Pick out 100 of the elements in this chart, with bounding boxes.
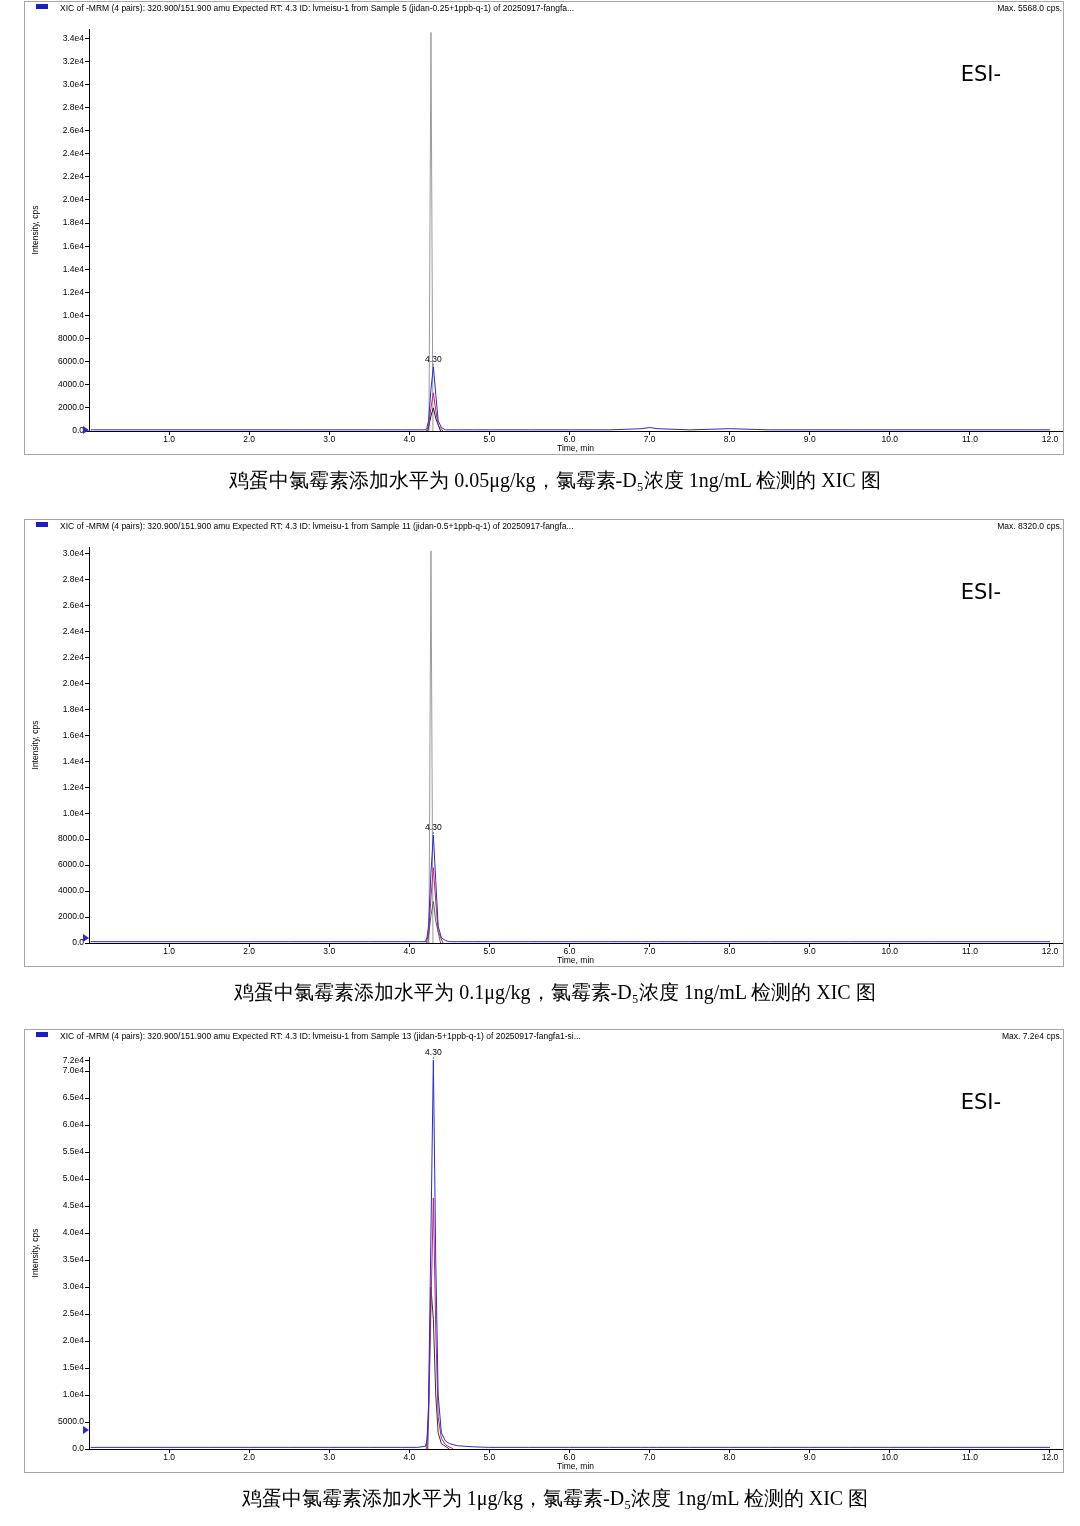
x-tick-label: 4.0 <box>403 946 416 957</box>
x-tick-label: 11.0 <box>961 946 979 957</box>
x-tick-label: 4.0 <box>403 434 416 445</box>
x-tick-label: 5.0 <box>483 434 496 445</box>
annotation: 4.30 <box>425 821 442 832</box>
y-tick-label: 4000.0 <box>58 379 85 390</box>
y-tick-label: 8000.0 <box>58 833 85 844</box>
y-tick-label: 6000.0 <box>58 356 85 367</box>
x-tick-label: 3.0 <box>323 1452 336 1463</box>
y-tick-label: 2.8e4 <box>62 573 85 584</box>
x-tick-label: 6.0 <box>563 1452 576 1463</box>
chart-subtitle: Max. 5568.0 cps. <box>997 3 1062 13</box>
x-tick-label: 1.0 <box>163 946 176 957</box>
x-tick-label: 7.0 <box>643 946 656 957</box>
x-tick-label: 5.0 <box>483 1452 496 1463</box>
text: 4.30 <box>425 1047 442 1058</box>
y-axis-title: Intensity, cps <box>30 720 41 770</box>
x-tick-label: 11.0 <box>961 1452 979 1463</box>
y-tick-label: 4.0e4 <box>62 1227 85 1238</box>
y-tick-label: 1.2e4 <box>62 781 85 792</box>
y-tick-label: 0.0 <box>72 1443 85 1454</box>
y-tick-label: 0.0 <box>72 937 85 948</box>
y-tick-label: 2.2e4 <box>62 171 85 182</box>
x-tick-label: 6.0 <box>563 946 576 957</box>
y-tick-label: 2.0e4 <box>62 194 85 205</box>
x-tick-label: 6.0 <box>563 434 576 445</box>
y-tick-label: 3.0e4 <box>62 547 85 558</box>
y-tick-label: 2.5e4 <box>62 1308 85 1319</box>
y-tick-label: 6.5e4 <box>62 1092 85 1103</box>
y-tick-label: 1.4e4 <box>62 263 85 274</box>
y-tick-label: 4.5e4 <box>62 1200 85 1211</box>
x-tick-label: 1.0 <box>163 434 176 445</box>
x-tick-label: 10.0 <box>881 1452 899 1463</box>
x-tick-label: 11.0 <box>961 434 979 445</box>
y-axis-title: Intensity, cps <box>30 205 41 255</box>
x-tick-label: 7.0 <box>643 1452 656 1463</box>
y-tick-label: 1.2e4 <box>62 286 85 297</box>
x-tick-label: 1.0 <box>163 1452 176 1463</box>
annotation: ESI- <box>960 62 1001 86</box>
x-tick-label: 9.0 <box>803 946 816 957</box>
x-tick-label: 8.0 <box>723 946 736 957</box>
chart-title: XIC of -MRM (4 pairs): 320.900/151.900 amu Expected RT: 4.3 ID: lvmeisu-1 from Sample 5 (jidan-0.25+1ppb-q-1) of 20250917-fangfa... <box>60 3 575 13</box>
y-tick-label: 1.6e4 <box>62 240 85 251</box>
y-tick-label: 2000.0 <box>58 402 85 413</box>
x-tick-label: 3.0 <box>323 434 336 445</box>
y-tick-label: 3.0e4 <box>62 78 85 89</box>
y-tick-label: 5.0e4 <box>62 1173 85 1184</box>
y-tick-label: 2.0e4 <box>62 1335 85 1346</box>
chart-subtitle: Max. 8320.0 cps. <box>997 521 1062 531</box>
y-tick-label: 4000.0 <box>58 885 85 896</box>
annotation: ESI- <box>960 1090 1001 1114</box>
x-axis-title: Time, min <box>557 443 595 454</box>
y-tick-label: 3.5e4 <box>62 1254 85 1265</box>
y-tick-label: 2.6e4 <box>62 125 85 135</box>
x-tick-label: 2.0 <box>243 434 256 445</box>
x-tick-label: 8.0 <box>723 1452 736 1463</box>
y-tick-label: 1.4e4 <box>62 755 85 766</box>
x-tick-label: 12.0 <box>1041 946 1059 957</box>
x-tick-label: 5.0 <box>483 946 496 957</box>
annotation: ESI- <box>960 580 1001 604</box>
y-tick-label: 2000.0 <box>58 911 85 922</box>
y-tick-label: 2.2e4 <box>62 651 85 662</box>
y-tick-label: 2.4e4 <box>62 148 85 159</box>
y-tick-label: 1.0e4 <box>62 309 85 320</box>
y-tick-label: 2.6e4 <box>62 599 85 610</box>
x-tick-label: 10.0 <box>881 434 899 445</box>
x-tick-label: 12.0 <box>1041 1452 1059 1463</box>
y-tick-label: 1.8e4 <box>62 217 85 228</box>
x-tick-label: 7.0 <box>643 434 656 445</box>
y-tick-label: 8000.0 <box>58 332 85 343</box>
y-tick-label: 1.5e4 <box>62 1362 85 1373</box>
x-tick-label: 2.0 <box>243 946 256 957</box>
y-tick-label: 3.0e4 <box>62 1281 85 1292</box>
y-tick-label: 6000.0 <box>58 859 85 870</box>
text: 鸡蛋中氯霉素添加水平为 0.05μg/kg，氯霉素-D₅浓度 1ng/mL 检测的 XIC 图 <box>228 468 882 492</box>
text: 鸡蛋中氯霉素添加水平为 0.1μg/kg，氯霉素-D₅浓度 1ng/mL 检测的 XIC 图 <box>233 980 877 1004</box>
y-tick-label: 5.5e4 <box>62 1146 85 1157</box>
x-axis-title: Time, min <box>557 1461 595 1472</box>
y-tick-label: 1.0e4 <box>62 1389 85 1400</box>
y-tick-label: 2.4e4 <box>62 625 85 636</box>
y-tick-label: 2.8e4 <box>62 101 85 112</box>
x-tick-label: 9.0 <box>803 1452 816 1463</box>
y-tick-label: 2.0e4 <box>62 677 85 688</box>
x-tick-label: 2.0 <box>243 1452 256 1463</box>
text: 鸡蛋中氯霉素添加水平为 1μg/kg，氯霉素-D₅浓度 1ng/mL 检测的 XIC 图 <box>240 1486 870 1510</box>
y-tick-label: 6.0e4 <box>62 1119 85 1130</box>
chart-title: XIC of -MRM (4 pairs): 320.900/151.900 amu Expected RT: 4.3 ID: lvmeisu-1 from Sample 13 (jidan-5+1ppb-q-1) of 20250917-fangfa1-si... <box>60 1031 581 1041</box>
x-tick-label: 3.0 <box>323 946 336 957</box>
y-tick-label: 1.8e4 <box>62 703 85 714</box>
x-tick-label: 8.0 <box>723 434 736 445</box>
x-tick-label: 9.0 <box>803 434 816 445</box>
x-axis-title: Time, min <box>557 955 595 966</box>
y-tick-label: 1.0e4 <box>62 807 85 818</box>
y-tick-label: 7.2e4 <box>62 1054 85 1065</box>
y-tick-label: 3.2e4 <box>62 55 85 66</box>
annotation: 4.30 <box>425 353 442 364</box>
y-axis-title: Intensity, cps <box>30 1228 41 1278</box>
x-tick-label: 4.0 <box>403 1452 416 1463</box>
y-tick-label: 5000.0 <box>58 1416 85 1427</box>
y-tick-label: 7.0e4 <box>62 1065 85 1076</box>
